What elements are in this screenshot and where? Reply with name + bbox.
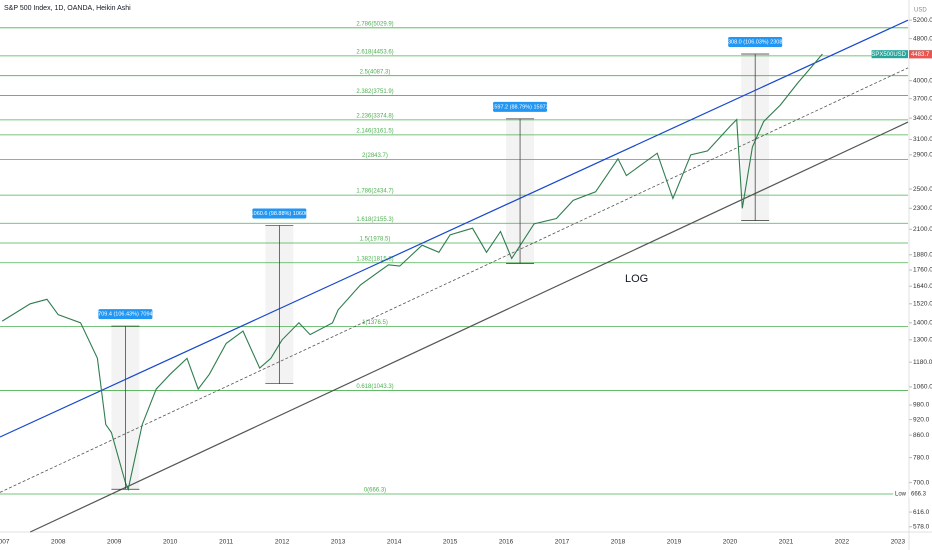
y-tick-label: 1400.0	[913, 319, 932, 326]
measure-box	[728, 37, 783, 48]
measure-box	[252, 208, 307, 219]
price-tag-value: 4483.7	[911, 52, 930, 58]
y-tick-label: 578.0	[913, 523, 930, 530]
y-tick-label: 1300.0	[913, 337, 932, 344]
y-tick-label: 5200.0	[913, 17, 932, 24]
y-tick-label: 2500.0	[913, 186, 932, 193]
price-tag	[909, 50, 932, 59]
x-tick-label: 2008	[51, 539, 66, 546]
x-tick-label: 2022	[835, 539, 850, 546]
x-tick-label: 2017	[555, 539, 570, 546]
x-tick-label: 2013	[331, 539, 346, 546]
x-tick-label: 2009	[107, 539, 122, 546]
chart-title: S&P 500 Index, 1D, OANDA, Heikin Ashi	[4, 5, 131, 12]
fib-label: 0.618(1043.3)	[356, 384, 393, 390]
y-tick-label: 1640.0	[913, 283, 932, 290]
y-tick-label: 4000.0	[913, 77, 932, 84]
measure-label: 1060.6 (98.88%) 10606	[251, 211, 309, 217]
price-line	[1, 53, 823, 492]
y-tick-label: 860.0	[913, 432, 930, 439]
annotation: LOG	[625, 273, 648, 285]
fib-label: 0(666.3)	[364, 488, 386, 494]
y-tick-label: 1760.0	[913, 267, 932, 274]
fib-label: 2(2843.7)	[362, 153, 388, 159]
fib-label: 2.786(5029.9)	[356, 21, 393, 27]
measure-label: 709.4 (106.43%) 7094	[98, 312, 152, 318]
measure-label: 2308.0 (106.03%) 23080	[725, 39, 786, 45]
price-tag-name	[893, 489, 908, 498]
fib-label: 2.618(4453.6)	[356, 49, 393, 55]
x-tick-label: 2015	[443, 539, 458, 546]
y-tick-label: 1180.0	[913, 359, 932, 366]
x-tick-label: 2019	[667, 539, 682, 546]
y-tick-label: 4800.0	[913, 35, 932, 42]
x-tick-label: 2016	[499, 539, 514, 546]
fib-label: 2.236(3374.8)	[356, 113, 393, 119]
x-tick-label: 2020	[723, 539, 738, 546]
fib-label: 2.5(4087.3)	[360, 69, 391, 75]
y-tick-label: 980.0	[913, 402, 930, 409]
y-tick-label: 3100.0	[913, 136, 932, 143]
y-tick-label: 780.0	[913, 454, 930, 461]
x-tick-label: 2014	[387, 539, 402, 546]
x-tick-label: 2018	[611, 539, 626, 546]
price-tag	[909, 489, 932, 498]
y-tick-label: 1520.0	[913, 301, 932, 308]
currency: USD	[914, 8, 927, 14]
y-tick-label: 2900.0	[913, 152, 932, 159]
price-tag-name-text: SPX500USD	[871, 52, 906, 58]
x-tick-label: 2023	[891, 539, 906, 546]
fib-label: 2.146(3161.5)	[356, 128, 393, 134]
measure-label: 1597.2 (88.79%) 15972	[491, 104, 549, 110]
fib-label: 1.5(1978.5)	[360, 237, 391, 243]
fib-label: 1.786(2434.7)	[356, 189, 393, 195]
y-tick-label: 3700.0	[913, 95, 932, 102]
trendline	[0, 19, 909, 438]
plot-area: 0(666.3) 0.618(1043.3) 1(1376.5) 1.382(1815…	[0, 19, 909, 533]
x-tick-label: 2012	[275, 539, 290, 546]
y-tick-label: 616.0	[913, 509, 930, 516]
x-tick-label: 2011	[219, 539, 233, 546]
trendline	[29, 121, 909, 533]
x-tick-label: 2021	[779, 539, 794, 546]
y-tick-label: 700.0	[913, 479, 930, 486]
y-tick-label: 2100.0	[913, 226, 932, 233]
measure-box	[98, 309, 153, 320]
y-tick-label: 3400.0	[913, 115, 932, 122]
fib-label: 2.382(3751.9)	[356, 89, 393, 95]
price-tag-name	[871, 50, 908, 59]
y-tick-label: 2300.0	[913, 205, 932, 212]
y-tick-label: 920.0	[913, 416, 930, 423]
x-tick-label: 2010	[163, 539, 178, 546]
y-tick-label: 1880.0	[913, 251, 932, 258]
fib-label: 1.382(1815.8)	[356, 256, 393, 262]
price-tag-name-text: Low	[895, 492, 907, 498]
measure-box	[493, 101, 548, 112]
fib-label: 1(1376.5)	[362, 320, 388, 326]
x-tick-label: 2007	[0, 539, 10, 546]
fib-label: 1.618(2155.3)	[356, 217, 393, 223]
price-tag-value: 666.3	[911, 492, 927, 498]
y-tick-label: 1060.0	[913, 384, 932, 391]
